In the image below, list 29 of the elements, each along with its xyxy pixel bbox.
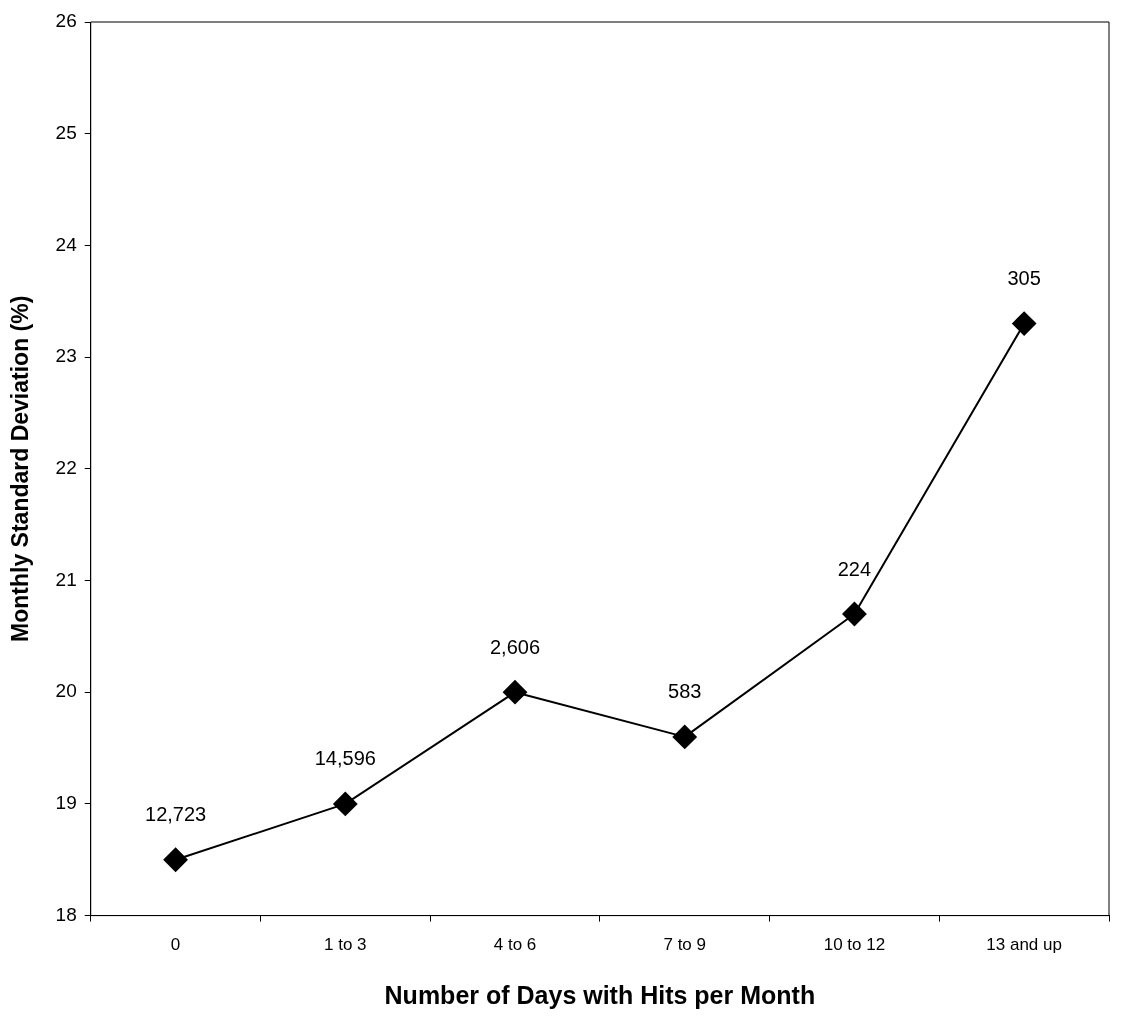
y-tick-label: 20: [55, 680, 77, 702]
x-tick-label: 4 to 6: [493, 935, 537, 955]
annotation: 14,596: [314, 747, 376, 770]
y-tick-label: 25: [55, 121, 77, 143]
y-tick-label: 21: [55, 568, 77, 590]
y-tick-label: 26: [55, 10, 77, 32]
x-tick-label: 1 to 3: [324, 935, 367, 955]
x-tick-label: 7 to 9: [663, 935, 706, 955]
y-tick-label: 23: [55, 345, 77, 367]
y-axis-title: Monthly Standard Deviation (%): [7, 295, 34, 642]
y-tick-label: 24: [55, 233, 78, 255]
point: [842, 602, 867, 627]
x-axis-title: Number of Days with Hits per Month: [384, 980, 816, 1009]
annotation: 583: [668, 680, 702, 703]
point: [1012, 311, 1037, 336]
annotation: 2,606: [489, 635, 541, 658]
y-tick-label: 22: [55, 457, 77, 479]
annotation: 12,723: [145, 803, 207, 826]
x-tick-label: 10 to 12: [823, 935, 886, 955]
point: [163, 847, 188, 872]
y-tick-label: 19: [55, 792, 77, 814]
annotation: 224: [837, 557, 872, 580]
x-tick-label: 0: [170, 935, 181, 955]
annotation: 305: [1007, 267, 1041, 290]
point: [503, 680, 528, 705]
point: [672, 724, 697, 749]
point: [333, 791, 358, 816]
y-tick-label: 18: [55, 903, 77, 925]
x-tick-label: 13 and up: [986, 935, 1062, 955]
